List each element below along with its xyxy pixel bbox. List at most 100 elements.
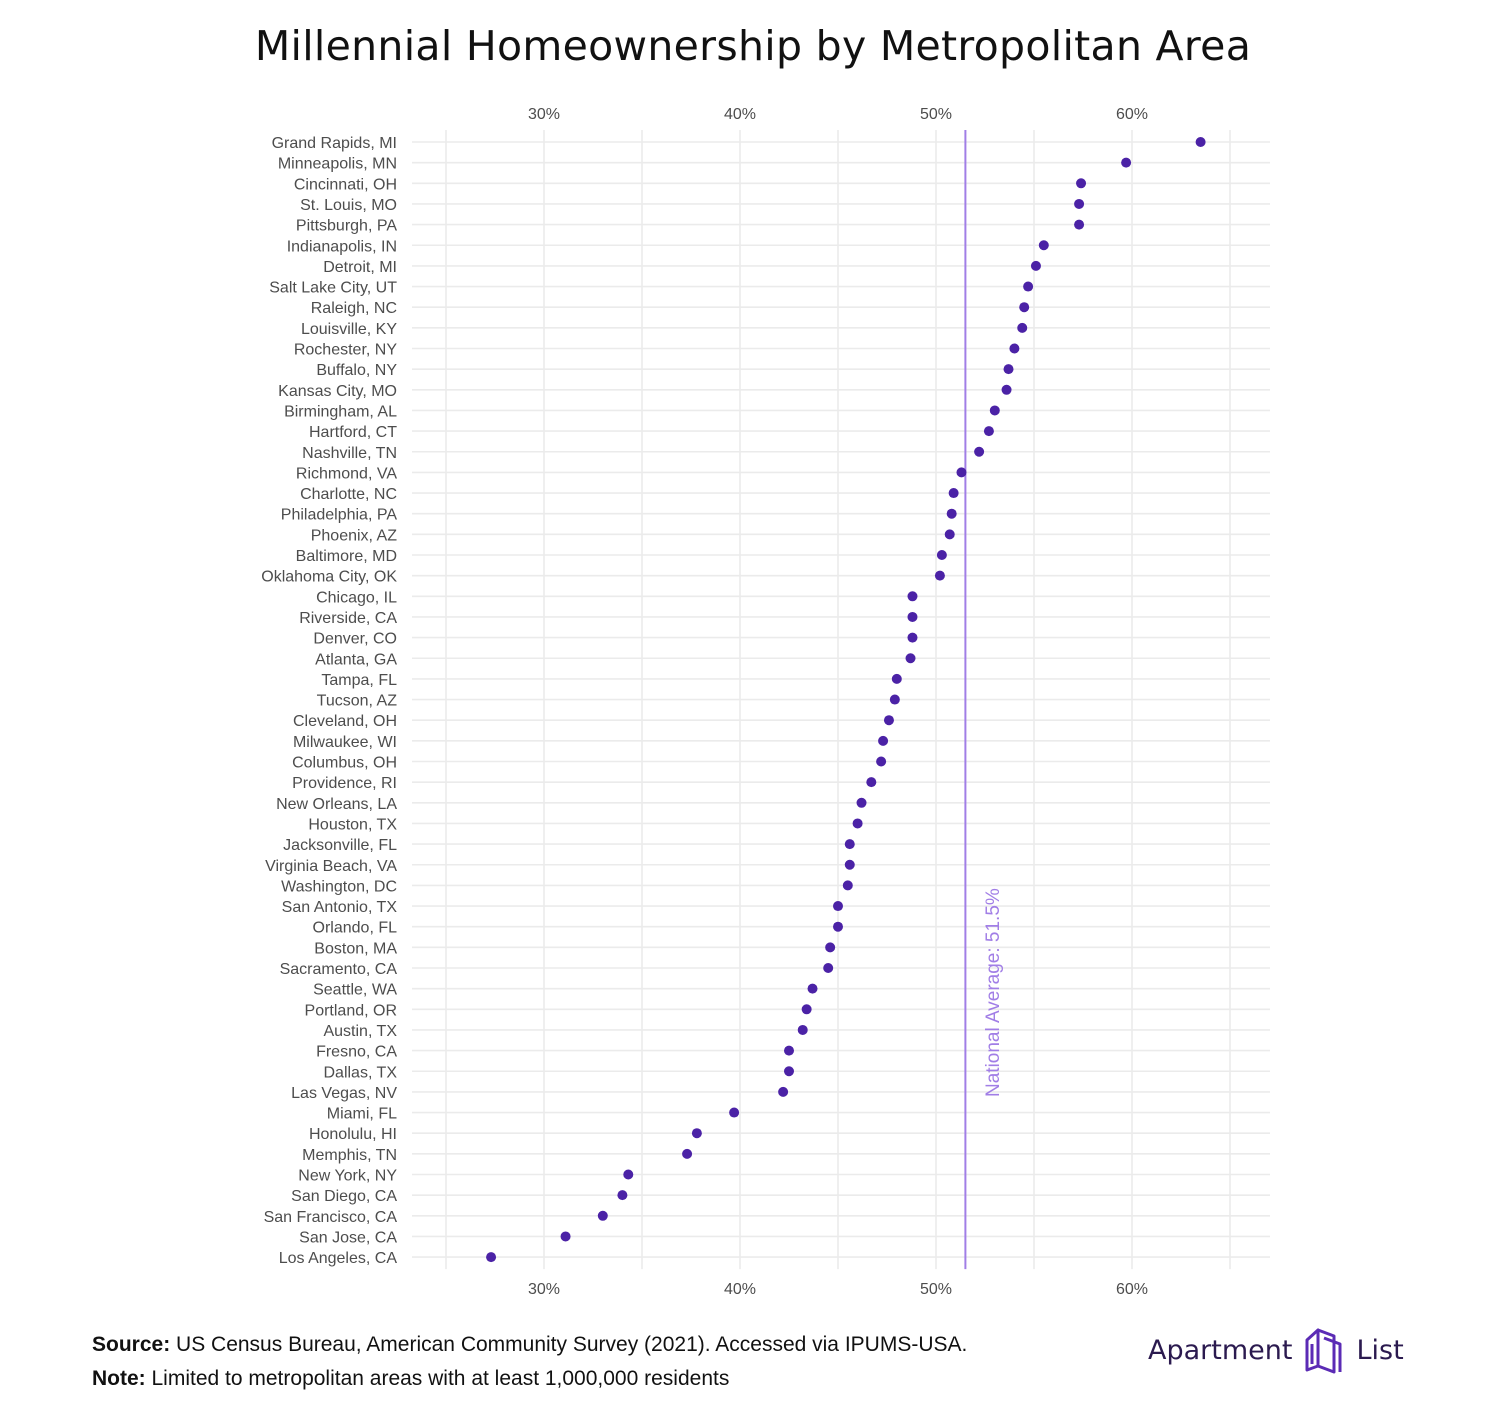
category-label: San Francisco, CA — [264, 1209, 398, 1226]
category-label: Indianapolis, IN — [287, 238, 397, 255]
data-point — [878, 735, 889, 746]
category-label: Tampa, FL — [321, 672, 397, 689]
brand-word-apartment: Apartment — [1148, 1334, 1293, 1366]
chart-title: Millennial Homeownership by Metropolitan… — [254, 22, 1252, 70]
category-label: Phoenix, AZ — [311, 527, 398, 544]
category-label: Cincinnati, OH — [294, 176, 397, 193]
category-label: Sacramento, CA — [280, 961, 398, 978]
data-point — [682, 1148, 693, 1159]
dot-plot: National Average: 51.5% 30% 30% 40% 40% 50% 5… — [261, 106, 1270, 1298]
category-label: Washington, DC — [281, 878, 397, 895]
x-tick-label-top: 50% — [920, 106, 952, 123]
data-point — [956, 467, 967, 478]
brand-word-list: List — [1356, 1334, 1404, 1366]
data-point — [876, 756, 887, 767]
reference-line-group: National Average: 51.5% — [964, 130, 1004, 1270]
apartment-list-logo-icon — [1305, 1328, 1342, 1374]
x-tick-label-top: 40% — [724, 106, 756, 123]
category-label: Birmingham, AL — [284, 403, 397, 420]
x-tick-label-top: 60% — [1116, 106, 1148, 123]
category-label: Chicago, IL — [316, 589, 397, 606]
data-point — [486, 1252, 497, 1263]
category-label: Richmond, VA — [296, 465, 397, 482]
data-point — [905, 653, 916, 664]
category-label: Atlanta, GA — [315, 651, 397, 668]
category-label: Los Angeles, CA — [279, 1250, 398, 1267]
category-label: Baltimore, MD — [296, 548, 397, 565]
apartment-list-logo[interactable]: Apartment List — [1148, 1325, 1404, 1375]
category-label: Minneapolis, MN — [278, 156, 397, 173]
data-point — [833, 921, 843, 932]
data-point — [623, 1169, 634, 1180]
data-point — [974, 446, 985, 457]
data-point — [691, 1128, 702, 1139]
data-point — [934, 570, 945, 581]
data-point — [597, 1210, 608, 1221]
category-label: Providence, RI — [292, 775, 397, 792]
category-label: Tucson, AZ — [317, 693, 398, 710]
data-point — [1009, 343, 1020, 354]
data-point — [844, 839, 855, 850]
source-text: US Census Bureau, American Community Sur… — [170, 1333, 968, 1356]
category-label: San Antonio, TX — [282, 899, 398, 916]
category-label: Denver, CO — [313, 631, 397, 648]
category-label: Boston, MA — [314, 940, 397, 957]
category-label: St. Louis, MO — [300, 197, 397, 214]
data-point — [907, 632, 918, 643]
category-label: Miami, FL — [327, 1106, 397, 1123]
data-point — [807, 983, 818, 994]
data-point — [1195, 137, 1206, 147]
axis-labels: 30% 30% 40% 40% 50% 50% 60% 60% — [528, 106, 1148, 1298]
category-label: Raleigh, NC — [311, 300, 397, 317]
data-points — [486, 137, 1206, 1263]
data-point — [617, 1190, 628, 1201]
category-label: Milwaukee, WI — [293, 734, 397, 751]
footer-note: Note: Limited to metropolitan areas with… — [92, 1367, 729, 1391]
category-label: Charlotte, NC — [300, 486, 397, 503]
category-label: Salt Lake City, UT — [269, 280, 397, 297]
category-label: Jacksonville, FL — [283, 837, 397, 854]
data-point — [1023, 281, 1034, 292]
data-point — [560, 1231, 571, 1242]
category-label: Rochester, NY — [294, 342, 397, 359]
data-point — [936, 550, 947, 560]
category-label: Louisville, KY — [301, 321, 397, 338]
category-label: Portland, OR — [305, 1002, 397, 1019]
data-point — [907, 611, 918, 622]
national-average-label: National Average: 51.5% — [983, 888, 1004, 1097]
data-point — [852, 818, 863, 829]
category-label: Cleveland, OH — [293, 713, 397, 730]
data-point — [797, 1024, 808, 1035]
category-label: Nashville, TN — [302, 445, 397, 462]
data-point — [989, 405, 1000, 416]
x-tick-label-bottom: 30% — [528, 1281, 560, 1298]
note-label: Note: — [92, 1367, 146, 1390]
data-point — [784, 1045, 794, 1056]
data-point — [889, 694, 900, 705]
category-label: New York, NY — [298, 1168, 397, 1185]
category-label: Memphis, TN — [302, 1147, 397, 1164]
data-point — [1121, 157, 1132, 168]
category-label: Buffalo, NY — [316, 362, 397, 379]
data-point — [856, 797, 867, 808]
data-point — [833, 901, 843, 912]
category-label: Seattle, WA — [313, 982, 397, 999]
data-point — [1074, 219, 1085, 230]
footer-source: Source: US Census Bureau, American Commu… — [92, 1333, 967, 1357]
x-tick-label-bottom: 40% — [724, 1281, 756, 1298]
data-point — [1003, 364, 1014, 375]
category-label: Virginia Beach, VA — [265, 858, 397, 875]
data-point — [823, 963, 834, 973]
data-point — [1001, 384, 1012, 395]
category-label: Austin, TX — [323, 1023, 397, 1040]
data-point — [907, 591, 918, 602]
category-label: San Diego, CA — [291, 1188, 397, 1205]
category-label: Philadelphia, PA — [281, 507, 398, 524]
source-label: Source: — [92, 1333, 171, 1356]
data-point — [883, 715, 894, 726]
category-label: Detroit, MI — [323, 259, 397, 276]
data-point — [825, 942, 836, 953]
category-label: New Orleans, LA — [276, 796, 397, 813]
data-point — [1038, 240, 1049, 251]
x-tick-label-bottom: 60% — [1116, 1281, 1148, 1298]
